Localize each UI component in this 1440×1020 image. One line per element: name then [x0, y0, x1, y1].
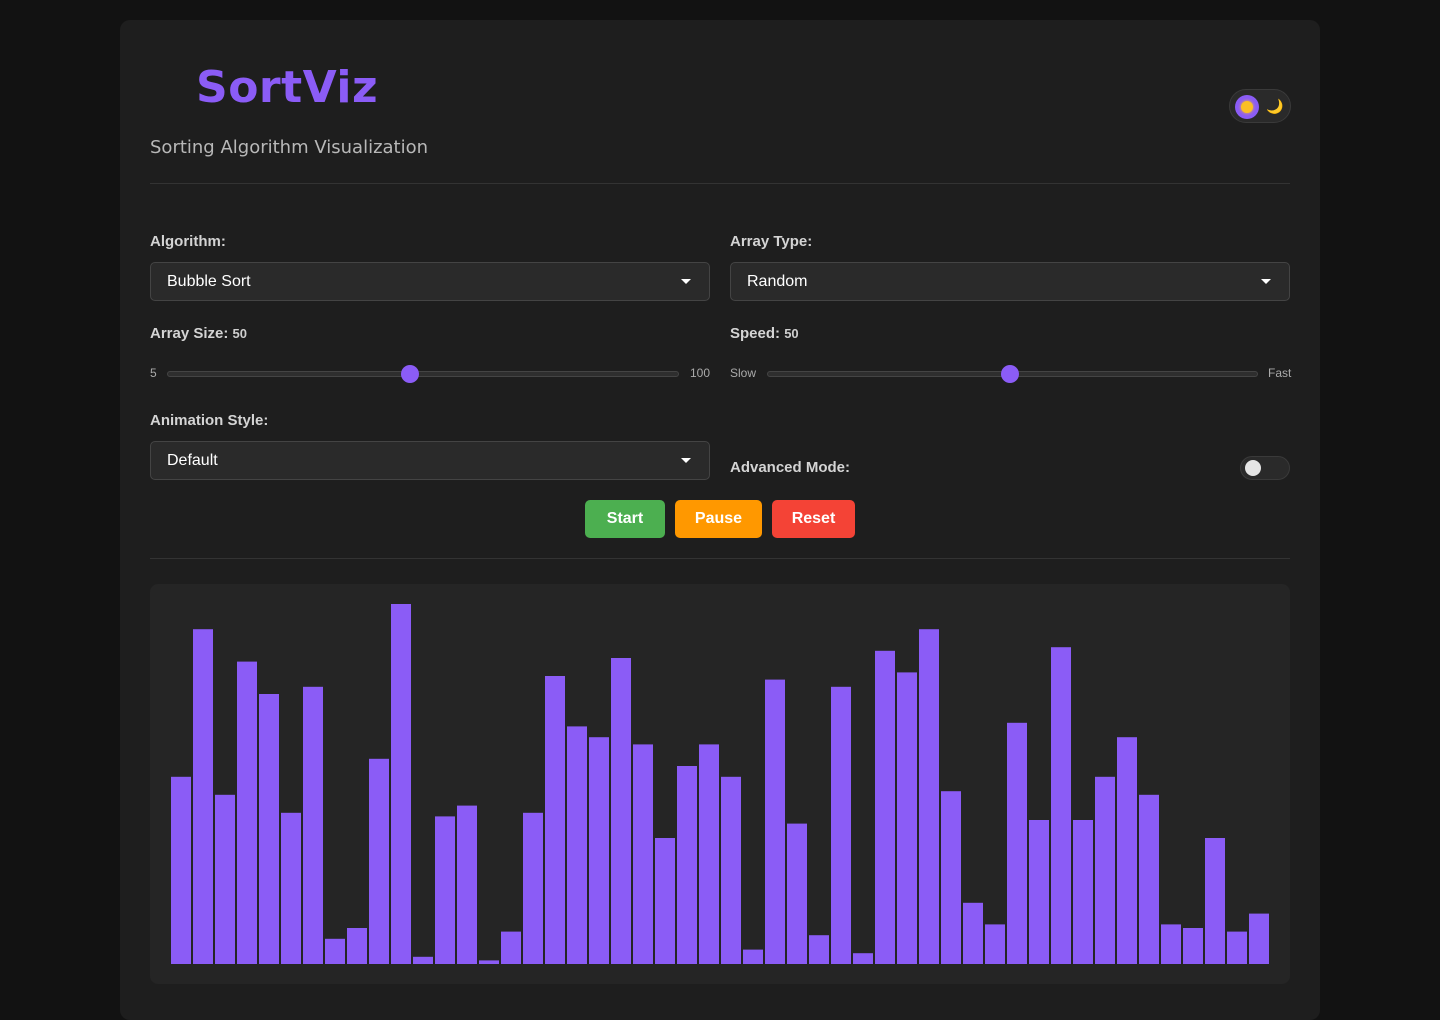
array-bar — [259, 694, 279, 964]
array-size-value: 50 — [232, 326, 248, 341]
array-bar — [281, 812, 301, 964]
speed-min-label: Slow — [730, 366, 757, 380]
speed-label: Speed: 50 — [730, 325, 799, 342]
advanced-mode-toggle-knob — [1245, 460, 1261, 476]
sun-icon — [1241, 101, 1253, 113]
array-bar — [523, 812, 543, 964]
array-bar — [743, 949, 763, 964]
array-bar — [831, 686, 851, 964]
app-container: SortViz Sorting Algorithm Visualization … — [120, 20, 1320, 1020]
array-bar — [919, 629, 939, 964]
array-bar — [787, 823, 807, 964]
array-bar — [611, 658, 631, 964]
array-bar — [325, 938, 345, 964]
page-subtitle: Sorting Algorithm Visualization — [150, 137, 429, 158]
advanced-mode-toggle[interactable] — [1240, 456, 1290, 480]
array-size-label: Array Size: 50 — [150, 325, 247, 342]
chevron-down-icon — [1261, 279, 1271, 284]
array-size-label-text: Array Size: — [150, 325, 229, 342]
array-bar — [677, 766, 697, 964]
array-bar — [963, 902, 983, 964]
array-bar — [501, 931, 521, 964]
array-bar — [985, 924, 1005, 964]
moon-icon: 🌙 — [1266, 99, 1284, 115]
array-type-select[interactable]: Random — [730, 262, 1290, 301]
array-bar — [215, 794, 235, 964]
array-bar — [369, 758, 389, 964]
bar-chart-panel — [150, 584, 1290, 984]
animation-style-label: Animation Style: — [150, 412, 269, 429]
array-bar — [347, 928, 367, 964]
array-bar — [589, 737, 609, 964]
bar-chart — [171, 604, 1269, 964]
array-bar — [941, 791, 961, 964]
array-bar — [875, 650, 895, 964]
speed-max-label: Fast — [1268, 366, 1292, 380]
chevron-down-icon — [681, 279, 691, 284]
array-bar — [633, 744, 653, 964]
array-type-select-value: Random — [747, 272, 808, 290]
advanced-mode-label: Advanced Mode: — [730, 459, 851, 476]
array-bar — [391, 604, 411, 964]
page-title: SortViz — [196, 62, 379, 113]
array-bar — [1007, 722, 1027, 964]
header-divider — [150, 183, 1290, 184]
array-bar — [1029, 820, 1049, 964]
array-bar — [809, 935, 829, 964]
array-bar — [1183, 928, 1203, 964]
array-bar — [193, 629, 213, 964]
array-type-label: Array Type: — [730, 233, 813, 250]
array-bar — [567, 726, 587, 964]
algorithm-select-value: Bubble Sort — [167, 272, 251, 290]
array-bar — [655, 838, 675, 964]
array-bar — [545, 676, 565, 964]
array-bar — [1161, 924, 1181, 964]
array-bar — [479, 960, 499, 964]
array-bar — [435, 816, 455, 964]
array-bar — [1205, 838, 1225, 964]
array-bar — [303, 686, 323, 964]
array-bar — [765, 679, 785, 964]
array-bar — [413, 956, 433, 964]
speed-label-text: Speed: — [730, 325, 781, 342]
array-bar — [1249, 913, 1269, 964]
array-bar — [457, 805, 477, 964]
reset-button[interactable]: Reset — [772, 500, 855, 538]
algorithm-select[interactable]: Bubble Sort — [150, 262, 710, 301]
array-bar — [699, 744, 719, 964]
array-size-max-label: 100 — [690, 366, 711, 380]
array-size-slider-thumb[interactable] — [401, 365, 419, 383]
speed-slider-thumb[interactable] — [1001, 365, 1019, 383]
array-bar — [1117, 737, 1137, 964]
theme-toggle[interactable]: 🌙 — [1229, 89, 1291, 123]
array-size-slider-track[interactable] — [167, 371, 679, 377]
pause-button[interactable]: Pause — [675, 500, 762, 538]
array-bar — [1095, 776, 1115, 964]
speed-value: 50 — [784, 326, 799, 341]
animation-style-select-value: Default — [167, 451, 218, 469]
array-bar — [1051, 647, 1071, 964]
array-bar — [1227, 931, 1247, 964]
start-button[interactable]: Start — [585, 500, 665, 538]
array-bar — [237, 661, 257, 964]
array-bar — [721, 776, 741, 964]
algorithm-label: Algorithm: — [150, 233, 226, 250]
array-bar — [1139, 794, 1159, 964]
animation-style-select[interactable]: Default — [150, 441, 710, 480]
controls-divider — [150, 558, 1290, 559]
theme-toggle-knob — [1235, 95, 1259, 119]
array-bar — [897, 672, 917, 964]
array-bar — [1073, 820, 1093, 964]
chevron-down-icon — [681, 458, 691, 463]
array-size-min-label: 5 — [150, 366, 157, 380]
array-bar — [171, 776, 191, 964]
array-bar — [853, 953, 873, 964]
